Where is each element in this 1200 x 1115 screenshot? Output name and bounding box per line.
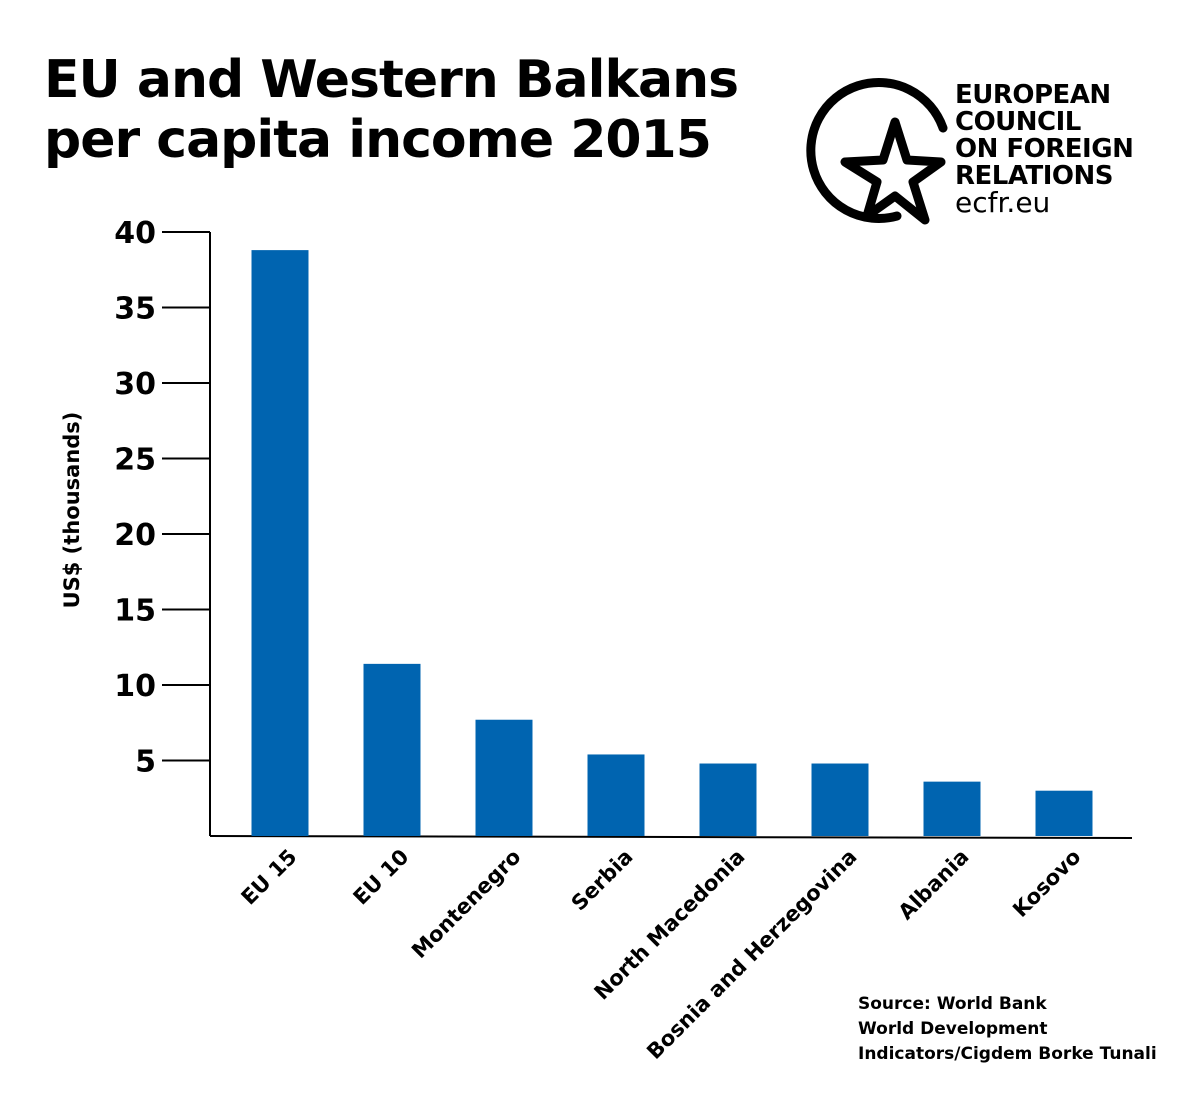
y-tick-label-1: 10 — [114, 669, 156, 704]
source-line-1: Source: World Bank — [858, 994, 1047, 1014]
circle-star-icon — [806, 77, 948, 225]
x-tick-label-0: EU 15 — [237, 845, 302, 910]
y-tick-label-2: 15 — [114, 594, 156, 629]
title-line-1: EU and Western Balkans — [44, 50, 739, 110]
y-tick-label-0: 5 — [135, 745, 156, 780]
logo-line-1: EUROPEAN — [955, 80, 1111, 110]
title-line-2: per capita income 2015 — [44, 110, 712, 170]
logo-line-3: ON FOREIGN — [955, 134, 1134, 164]
x-tick-label-1: EU 10 — [349, 845, 414, 910]
x-tick-label-3: Serbia — [567, 845, 638, 916]
logo-wordmark: EUROPEAN COUNCIL ON FOREIGN RELATIONS — [955, 80, 1134, 191]
bar-0 — [251, 250, 309, 836]
y-tick-label-3: 20 — [114, 518, 156, 553]
logo-url: ecfr.eu — [955, 186, 1051, 219]
y-tick-label-6: 35 — [114, 292, 156, 327]
bar-4 — [699, 763, 757, 836]
y-axis-label: US$ (thousands) — [60, 411, 84, 609]
bar-7 — [1035, 790, 1093, 836]
source-line-2: World Development — [858, 1019, 1048, 1039]
source-line-3: Indicators/Cigdem Borke Tunali — [858, 1044, 1157, 1064]
y-tick-label-7: 40 — [114, 216, 156, 251]
x-tick-label-2: Montenegro — [407, 845, 525, 963]
bar-3 — [587, 754, 645, 836]
y-tick-label-5: 30 — [114, 367, 156, 402]
bar-5 — [811, 763, 869, 836]
chart-title: EU and Western Balkans per capita income… — [44, 50, 739, 170]
y-tick-label-4: 25 — [114, 443, 156, 478]
x-tick-label-5: Bosnia and Herzegovina — [642, 845, 861, 1064]
logo-line-4: RELATIONS — [955, 161, 1113, 191]
x-tick-label-6: Albania — [894, 845, 974, 925]
bar-6 — [923, 781, 981, 836]
x-tick-label-7: Kosovo — [1008, 845, 1085, 922]
bar-1 — [363, 663, 421, 836]
bar-2 — [475, 719, 533, 836]
x-axis-line — [209, 835, 1133, 839]
source-note: Source: World Bank World Development Ind… — [858, 992, 1157, 1067]
logo-line-2: COUNCIL — [955, 107, 1081, 137]
